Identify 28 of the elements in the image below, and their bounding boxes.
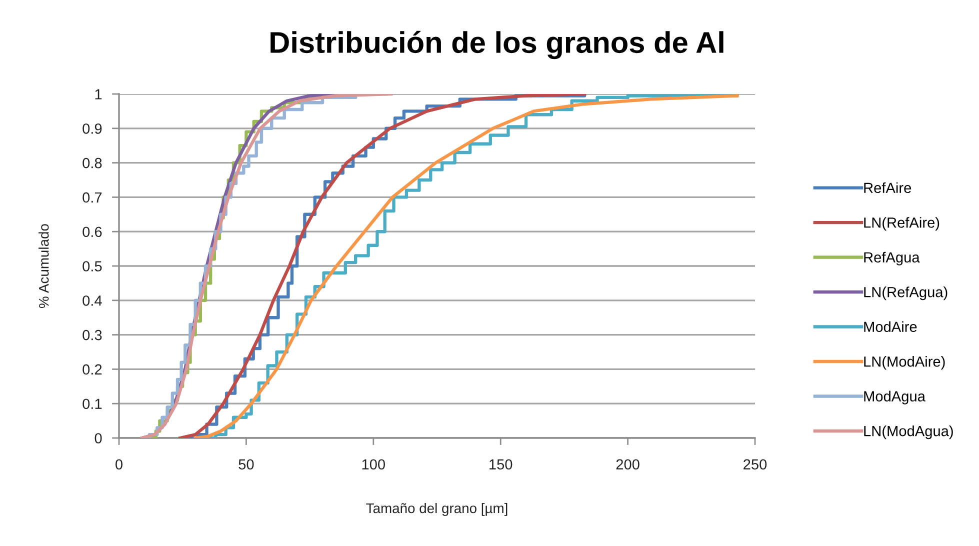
y-tick-label: 0.3: [82, 330, 102, 340]
legend-label: RefAgua: [864, 252, 920, 266]
legend-label: ModAgua: [864, 390, 926, 404]
x-tick-label: 50: [238, 459, 254, 470]
x-tick-label: 150: [490, 459, 512, 470]
x-axis-title: Tamaño del grano [µm]: [366, 502, 508, 516]
legend-label: LN(RefAire): [864, 217, 940, 231]
y-tick-label: 0.7: [82, 192, 102, 203]
legend-label: ModAire: [864, 321, 917, 332]
x-tick-label: 100: [362, 459, 385, 470]
y-tick-label: 0.4: [82, 296, 102, 306]
y-tick-label: 0: [94, 433, 102, 444]
legend-label: LN(ModAire): [864, 356, 945, 370]
legend-label: LN(ModAgua): [864, 426, 953, 440]
y-tick-label: 0.8: [82, 158, 102, 168]
y-axis-title: % Acumulado: [38, 224, 49, 308]
y-tick-label: 0.6: [82, 226, 102, 238]
y-tick-label: 0.1: [82, 398, 102, 410]
legend-label: LN(RefAgua): [864, 286, 948, 300]
legend-label: RefAire: [864, 182, 911, 194]
x-tick-label: 200: [616, 459, 640, 470]
y-tick-label: 0.9: [82, 124, 102, 134]
y-tick-label: 1: [95, 89, 102, 100]
x-tick-label: 0: [116, 459, 122, 470]
y-tick-label: 0.2: [82, 364, 102, 375]
x-tick-label: 250: [744, 459, 767, 470]
chart-title: Distribución de los granos de Al: [270, 30, 724, 60]
y-tick-label: 0.5: [82, 261, 102, 272]
